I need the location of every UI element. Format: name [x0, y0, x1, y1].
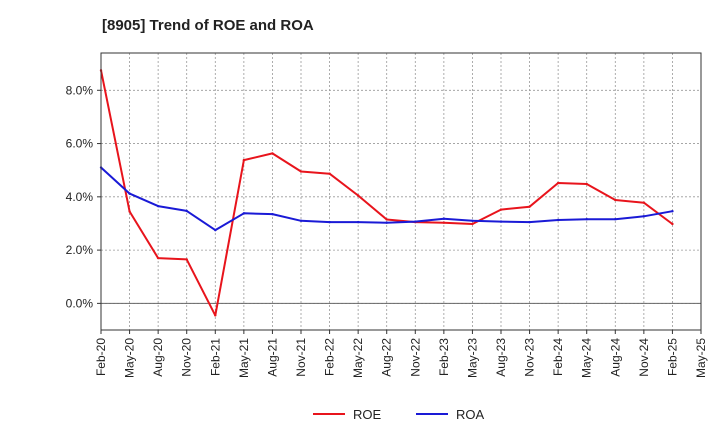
y-tick-label: 8.0%	[66, 83, 94, 97]
data-point-roe	[356, 194, 360, 197]
x-tick-label: Nov-20	[180, 338, 194, 377]
data-point-roe	[499, 208, 503, 211]
x-tick-label: Feb-22	[323, 338, 337, 376]
data-point-roa	[356, 220, 360, 224]
data-point-roa	[414, 220, 417, 223]
data-point-roe	[642, 201, 646, 204]
x-tick-label: Feb-25	[665, 338, 679, 376]
y-tick-label: 6.0%	[66, 137, 94, 151]
data-point-roa	[614, 218, 617, 221]
data-point-roe	[614, 198, 617, 202]
x-tick-label: Aug-23	[494, 338, 508, 377]
data-point-roe	[271, 152, 274, 155]
series-lines	[99, 69, 674, 317]
data-point-roe	[585, 182, 588, 186]
x-tick-label: May-21	[237, 338, 251, 378]
data-point-roe	[299, 170, 303, 173]
x-tick-label: Aug-22	[380, 338, 394, 377]
data-point-roa	[156, 204, 160, 208]
legend: ROE ROA	[313, 407, 485, 422]
x-tick-label: Nov-24	[637, 338, 651, 377]
x-tick-label: Nov-21	[294, 338, 308, 377]
grid-lines	[100, 53, 702, 330]
y-axis-ticks: 0.0% 2.0% 4.0% 6.0% 8.0%	[66, 83, 101, 310]
x-tick-label: May-22	[351, 338, 365, 378]
legend-label-roa: ROA	[456, 407, 485, 422]
legend-label-roe: ROE	[353, 407, 382, 422]
data-point-roe	[385, 218, 388, 221]
x-tick-label: Nov-22	[408, 338, 422, 377]
x-axis-ticks: Feb-20 May-20 Aug-20 Nov-20 Feb-21 May-21 Aug-…	[94, 330, 708, 378]
x-tick-label: Aug-21	[265, 338, 279, 377]
data-point-roa	[242, 212, 246, 215]
data-point-roa	[442, 217, 446, 220]
x-tick-label: May-20	[123, 338, 137, 378]
data-point-roa	[385, 221, 388, 224]
data-point-roa	[271, 212, 274, 216]
x-tick-label: Aug-24	[608, 338, 622, 377]
x-tick-label: May-25	[694, 338, 708, 378]
x-tick-label: Feb-20	[94, 338, 108, 376]
x-tick-label: Aug-20	[151, 338, 165, 377]
data-point-roe	[156, 256, 160, 260]
data-point-roa	[671, 210, 674, 213]
data-point-roe	[471, 222, 474, 226]
data-point-roa	[128, 192, 131, 195]
data-point-roa	[528, 220, 531, 224]
x-tick-label: Feb-23	[437, 338, 451, 376]
data-point-roe	[128, 210, 131, 213]
x-tick-label: Feb-24	[551, 338, 565, 376]
data-point-roa	[585, 218, 588, 221]
data-point-roa	[299, 219, 303, 222]
y-tick-label: 4.0%	[66, 190, 94, 204]
data-point-roe	[442, 221, 446, 224]
x-tick-label: May-23	[465, 338, 479, 378]
data-point-roe	[242, 158, 246, 162]
data-point-roa	[642, 215, 646, 218]
x-tick-label: Feb-21	[208, 338, 222, 376]
plot-frame	[100, 52, 702, 331]
data-point-roe	[556, 181, 560, 185]
data-point-roa	[328, 220, 331, 224]
y-tick-label: 2.0%	[66, 243, 94, 257]
x-tick-label: Nov-23	[523, 338, 537, 377]
data-point-roe	[328, 172, 331, 175]
data-point-roe	[528, 205, 531, 208]
data-point-roe	[671, 222, 674, 226]
data-point-roa	[471, 219, 474, 222]
data-point-roa	[499, 220, 503, 223]
data-point-roe	[214, 314, 217, 317]
chart-title: [8905] Trend of ROE and ROA	[102, 17, 314, 34]
data-point-roa	[214, 228, 217, 232]
y-tick-label: 0.0%	[66, 296, 94, 310]
data-point-roa	[185, 209, 188, 213]
x-tick-label: May-24	[580, 338, 594, 378]
data-point-roa	[556, 218, 560, 222]
data-point-roe	[185, 258, 188, 261]
